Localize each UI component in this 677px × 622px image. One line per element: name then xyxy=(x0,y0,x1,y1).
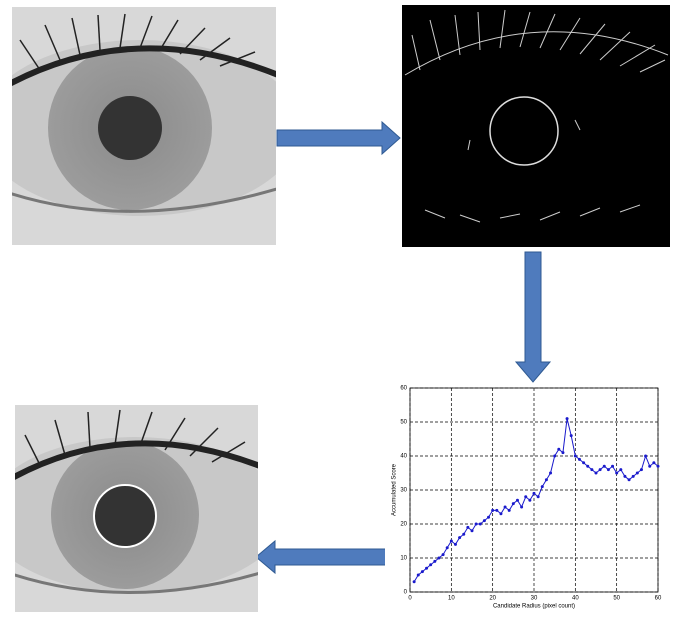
data-point xyxy=(491,509,494,512)
data-point xyxy=(603,465,606,468)
edge-image xyxy=(402,5,670,247)
data-point xyxy=(516,499,519,502)
data-point xyxy=(545,478,548,481)
y-tick-label: 20 xyxy=(400,522,407,528)
data-point xyxy=(495,509,498,512)
data-point xyxy=(657,465,660,468)
data-point xyxy=(454,543,457,546)
data-point xyxy=(599,468,602,471)
data-point xyxy=(549,472,552,475)
data-point xyxy=(528,499,531,502)
data-point xyxy=(437,557,440,560)
data-point xyxy=(425,567,428,570)
data-point xyxy=(442,553,445,556)
data-point xyxy=(561,451,564,454)
eye-image xyxy=(0,7,300,245)
data-point xyxy=(446,546,449,549)
data-point xyxy=(417,574,420,577)
data-point xyxy=(533,492,536,495)
data-point xyxy=(499,512,502,515)
x-tick-label: 60 xyxy=(655,596,662,602)
y-tick-label: 40 xyxy=(400,454,407,460)
data-point xyxy=(471,529,474,532)
data-point xyxy=(421,570,424,573)
x-tick-label: 30 xyxy=(531,596,538,602)
data-point xyxy=(537,495,540,498)
data-point xyxy=(590,468,593,471)
diagram: 01020304050600102030405060Candidate Radi… xyxy=(0,0,677,617)
data-point xyxy=(628,478,631,481)
y-tick-label: 60 xyxy=(400,386,407,392)
data-point xyxy=(611,465,614,468)
data-point xyxy=(566,417,569,420)
data-point xyxy=(524,495,527,498)
y-tick-label: 30 xyxy=(400,488,407,494)
data-point xyxy=(557,448,560,451)
data-point xyxy=(508,509,511,512)
result-image xyxy=(0,405,285,612)
data-point xyxy=(619,468,622,471)
data-point xyxy=(640,468,643,471)
x-tick-label: 50 xyxy=(613,596,620,602)
x-axis-label: Candidate Radius (pixel count) xyxy=(493,604,575,610)
y-tick-label: 50 xyxy=(400,420,407,426)
data-point xyxy=(512,502,515,505)
data-point xyxy=(487,516,490,519)
data-point xyxy=(615,472,618,475)
data-point xyxy=(479,523,482,526)
data-point xyxy=(541,485,544,488)
data-point xyxy=(504,506,507,509)
data-point xyxy=(652,461,655,464)
data-point xyxy=(433,560,436,563)
data-point xyxy=(574,455,577,458)
data-point xyxy=(648,465,651,468)
x-tick-label: 10 xyxy=(448,596,455,602)
data-point xyxy=(466,526,469,529)
data-point xyxy=(586,465,589,468)
data-point xyxy=(429,563,432,566)
data-point xyxy=(623,475,626,478)
data-point xyxy=(520,506,523,509)
data-point xyxy=(607,468,610,471)
data-point xyxy=(553,455,556,458)
data-point xyxy=(475,523,478,526)
data-point xyxy=(644,455,647,458)
data-point xyxy=(483,519,486,522)
data-point xyxy=(595,472,598,475)
y-axis-label: Accumulated Score xyxy=(392,463,398,516)
data-point xyxy=(632,475,635,478)
data-point xyxy=(450,540,453,543)
data-point xyxy=(413,580,416,583)
data-point xyxy=(636,472,639,475)
data-point xyxy=(462,533,465,536)
x-tick-label: 20 xyxy=(489,596,496,602)
data-point xyxy=(570,434,573,437)
data-point xyxy=(582,461,585,464)
data-point xyxy=(458,536,461,539)
data-point xyxy=(578,458,581,461)
y-tick-label: 10 xyxy=(400,556,407,562)
x-tick-label: 40 xyxy=(572,596,579,602)
